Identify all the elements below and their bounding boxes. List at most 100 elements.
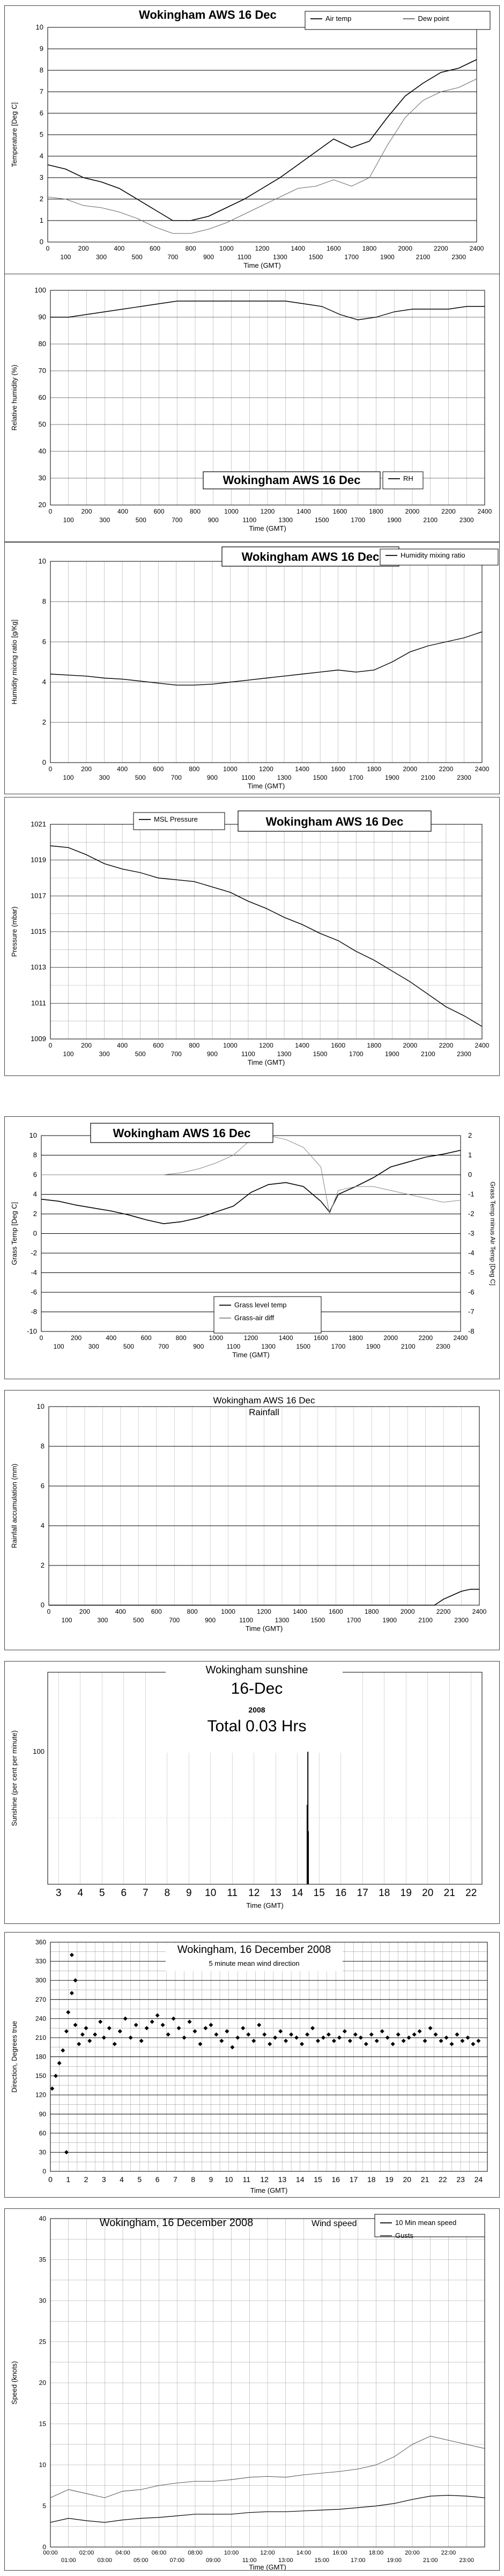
legend-label: Gusts (395, 2231, 413, 2240)
x-tick-label: 2300 (436, 1343, 450, 1350)
x-tick-label: 13:00 (278, 2557, 293, 2564)
x-tick-label: 600 (151, 1608, 162, 1615)
x-tick-label: 2 (84, 2175, 88, 2184)
y-tick-label: 1021 (31, 820, 46, 828)
y-tick-label: 120 (35, 2091, 46, 2099)
y-tick-label: 10 (39, 2461, 47, 2469)
x-tick-label: 03:00 (97, 2557, 112, 2564)
x-tick-label: 400 (115, 1608, 126, 1615)
y-tick-label: 20 (39, 501, 46, 509)
x-tick-label: 100 (61, 1616, 72, 1624)
x-tick-label: 1400 (297, 508, 311, 515)
y-tick-label: 0 (42, 758, 46, 766)
y-tick-label: 2 (40, 195, 43, 203)
x-tick-label: 1400 (295, 1042, 309, 1049)
scatter-point (289, 2032, 294, 2037)
scatter-point (66, 2010, 71, 2015)
y-tick-label: 1 (40, 216, 43, 224)
chart-title: Wokingham, 16 December 2008 (177, 1944, 331, 1956)
y-tick-label: 0 (42, 2543, 46, 2551)
scatter-point (257, 2023, 262, 2028)
x-tick-label: 1400 (295, 765, 309, 773)
y-axis-label: Relative humidity (%) (10, 365, 18, 431)
scatter-point (364, 2041, 368, 2046)
y-tick-label: 1015 (31, 927, 46, 935)
scatter-point (139, 2038, 144, 2043)
x-tick-label: 1100 (238, 253, 251, 261)
x-tick-label: 0 (48, 2175, 53, 2184)
scatter-point (155, 2013, 160, 2018)
x-tick-label: 500 (135, 774, 146, 781)
legend-box (380, 548, 499, 566)
x-tick-label: 1100 (242, 516, 256, 524)
x-tick-label: 2000 (383, 1334, 398, 1342)
scatter-point (176, 2026, 181, 2031)
x-tick-label: 8 (164, 1887, 170, 1899)
x-tick-label: 800 (189, 765, 199, 773)
x-tick-label: 14:00 (297, 2550, 312, 2556)
x-tick-label: 300 (97, 1616, 108, 1624)
x-tick-label: 600 (140, 1334, 151, 1342)
x-tick-label: 04:00 (115, 2550, 130, 2556)
y-tick-label: 20 (39, 2379, 47, 2387)
x-tick-label: 1700 (344, 253, 359, 261)
x-tick-label: 100 (63, 774, 74, 781)
x-axis-label: Time (GMT) (249, 2563, 286, 2570)
y-right-tick-label: -3 (468, 1230, 475, 1238)
x-axis-label: Time (GMT) (249, 524, 286, 532)
x-tick-label: 2400 (470, 245, 484, 252)
x-axis-label: Time (GMT) (248, 782, 285, 790)
x-tick-label: 2400 (454, 1334, 468, 1342)
x-tick-label: 19 (401, 1887, 412, 1899)
y-tick-label: 5 (42, 2502, 46, 2510)
y-tick-label: 10 (29, 1131, 37, 1139)
x-tick-label: 18:00 (369, 2550, 384, 2556)
scatter-point (187, 2019, 192, 2024)
x-tick-label: 1200 (255, 245, 270, 252)
y-right-tick-label: 0 (468, 1170, 472, 1179)
x-tick-label: 2100 (401, 1343, 416, 1350)
x-axis-label: Time (GMT) (243, 261, 281, 269)
x-tick-label: 1800 (349, 1334, 363, 1342)
x-tick-label: 11:00 (242, 2557, 257, 2564)
y-right-tick-label: -8 (468, 1327, 475, 1335)
x-tick-label: 05:00 (134, 2557, 149, 2564)
chart-title: Wokingham AWS 16 Dec (213, 1395, 315, 1406)
y-tick-label: 70 (39, 367, 46, 375)
scatter-point (87, 2038, 92, 2043)
y-tick-label: 4 (40, 152, 43, 160)
scatter-point (128, 2035, 133, 2040)
y-tick-label: -8 (31, 1308, 37, 1316)
x-tick-label: 1900 (380, 253, 395, 261)
series-line (47, 59, 477, 221)
x-axis-label: Time (GMT) (232, 1351, 270, 1359)
scatter-point (241, 2026, 246, 2031)
y-tick-label: 90 (39, 2110, 47, 2118)
x-tick-label: 16:00 (332, 2550, 347, 2556)
scatter-point (326, 2032, 331, 2037)
x-tick-label: 14 (296, 2175, 305, 2184)
x-axis-label: Time (GMT) (250, 2186, 288, 2194)
x-tick-label: 900 (207, 774, 218, 781)
title-background (166, 1662, 343, 1753)
chart-title: Wokingham AWS 16 Dec (266, 815, 404, 828)
scatter-point (57, 2061, 62, 2066)
x-tick-label: 300 (99, 516, 110, 524)
chart-title: Wokingham AWS 16 Dec (139, 8, 277, 21)
x-tick-label: 1200 (259, 1042, 273, 1049)
scatter-point (198, 2041, 203, 2046)
scatter-point (50, 2086, 55, 2091)
y-tick-label: 60 (39, 2129, 47, 2137)
scatter-point (69, 1990, 74, 1995)
x-tick-label: 2000 (405, 508, 420, 515)
legend-label: MSL Pressure (154, 815, 198, 823)
x-tick-label: 09:00 (206, 2557, 221, 2564)
x-tick-label: 1900 (382, 1616, 397, 1624)
y-tick-label: 1009 (31, 1035, 46, 1043)
series-line (50, 845, 483, 1027)
series-line (50, 301, 485, 320)
y-tick-label: 2 (42, 718, 46, 726)
x-tick-label: 800 (176, 1334, 187, 1342)
scatter-point (144, 2026, 149, 2031)
